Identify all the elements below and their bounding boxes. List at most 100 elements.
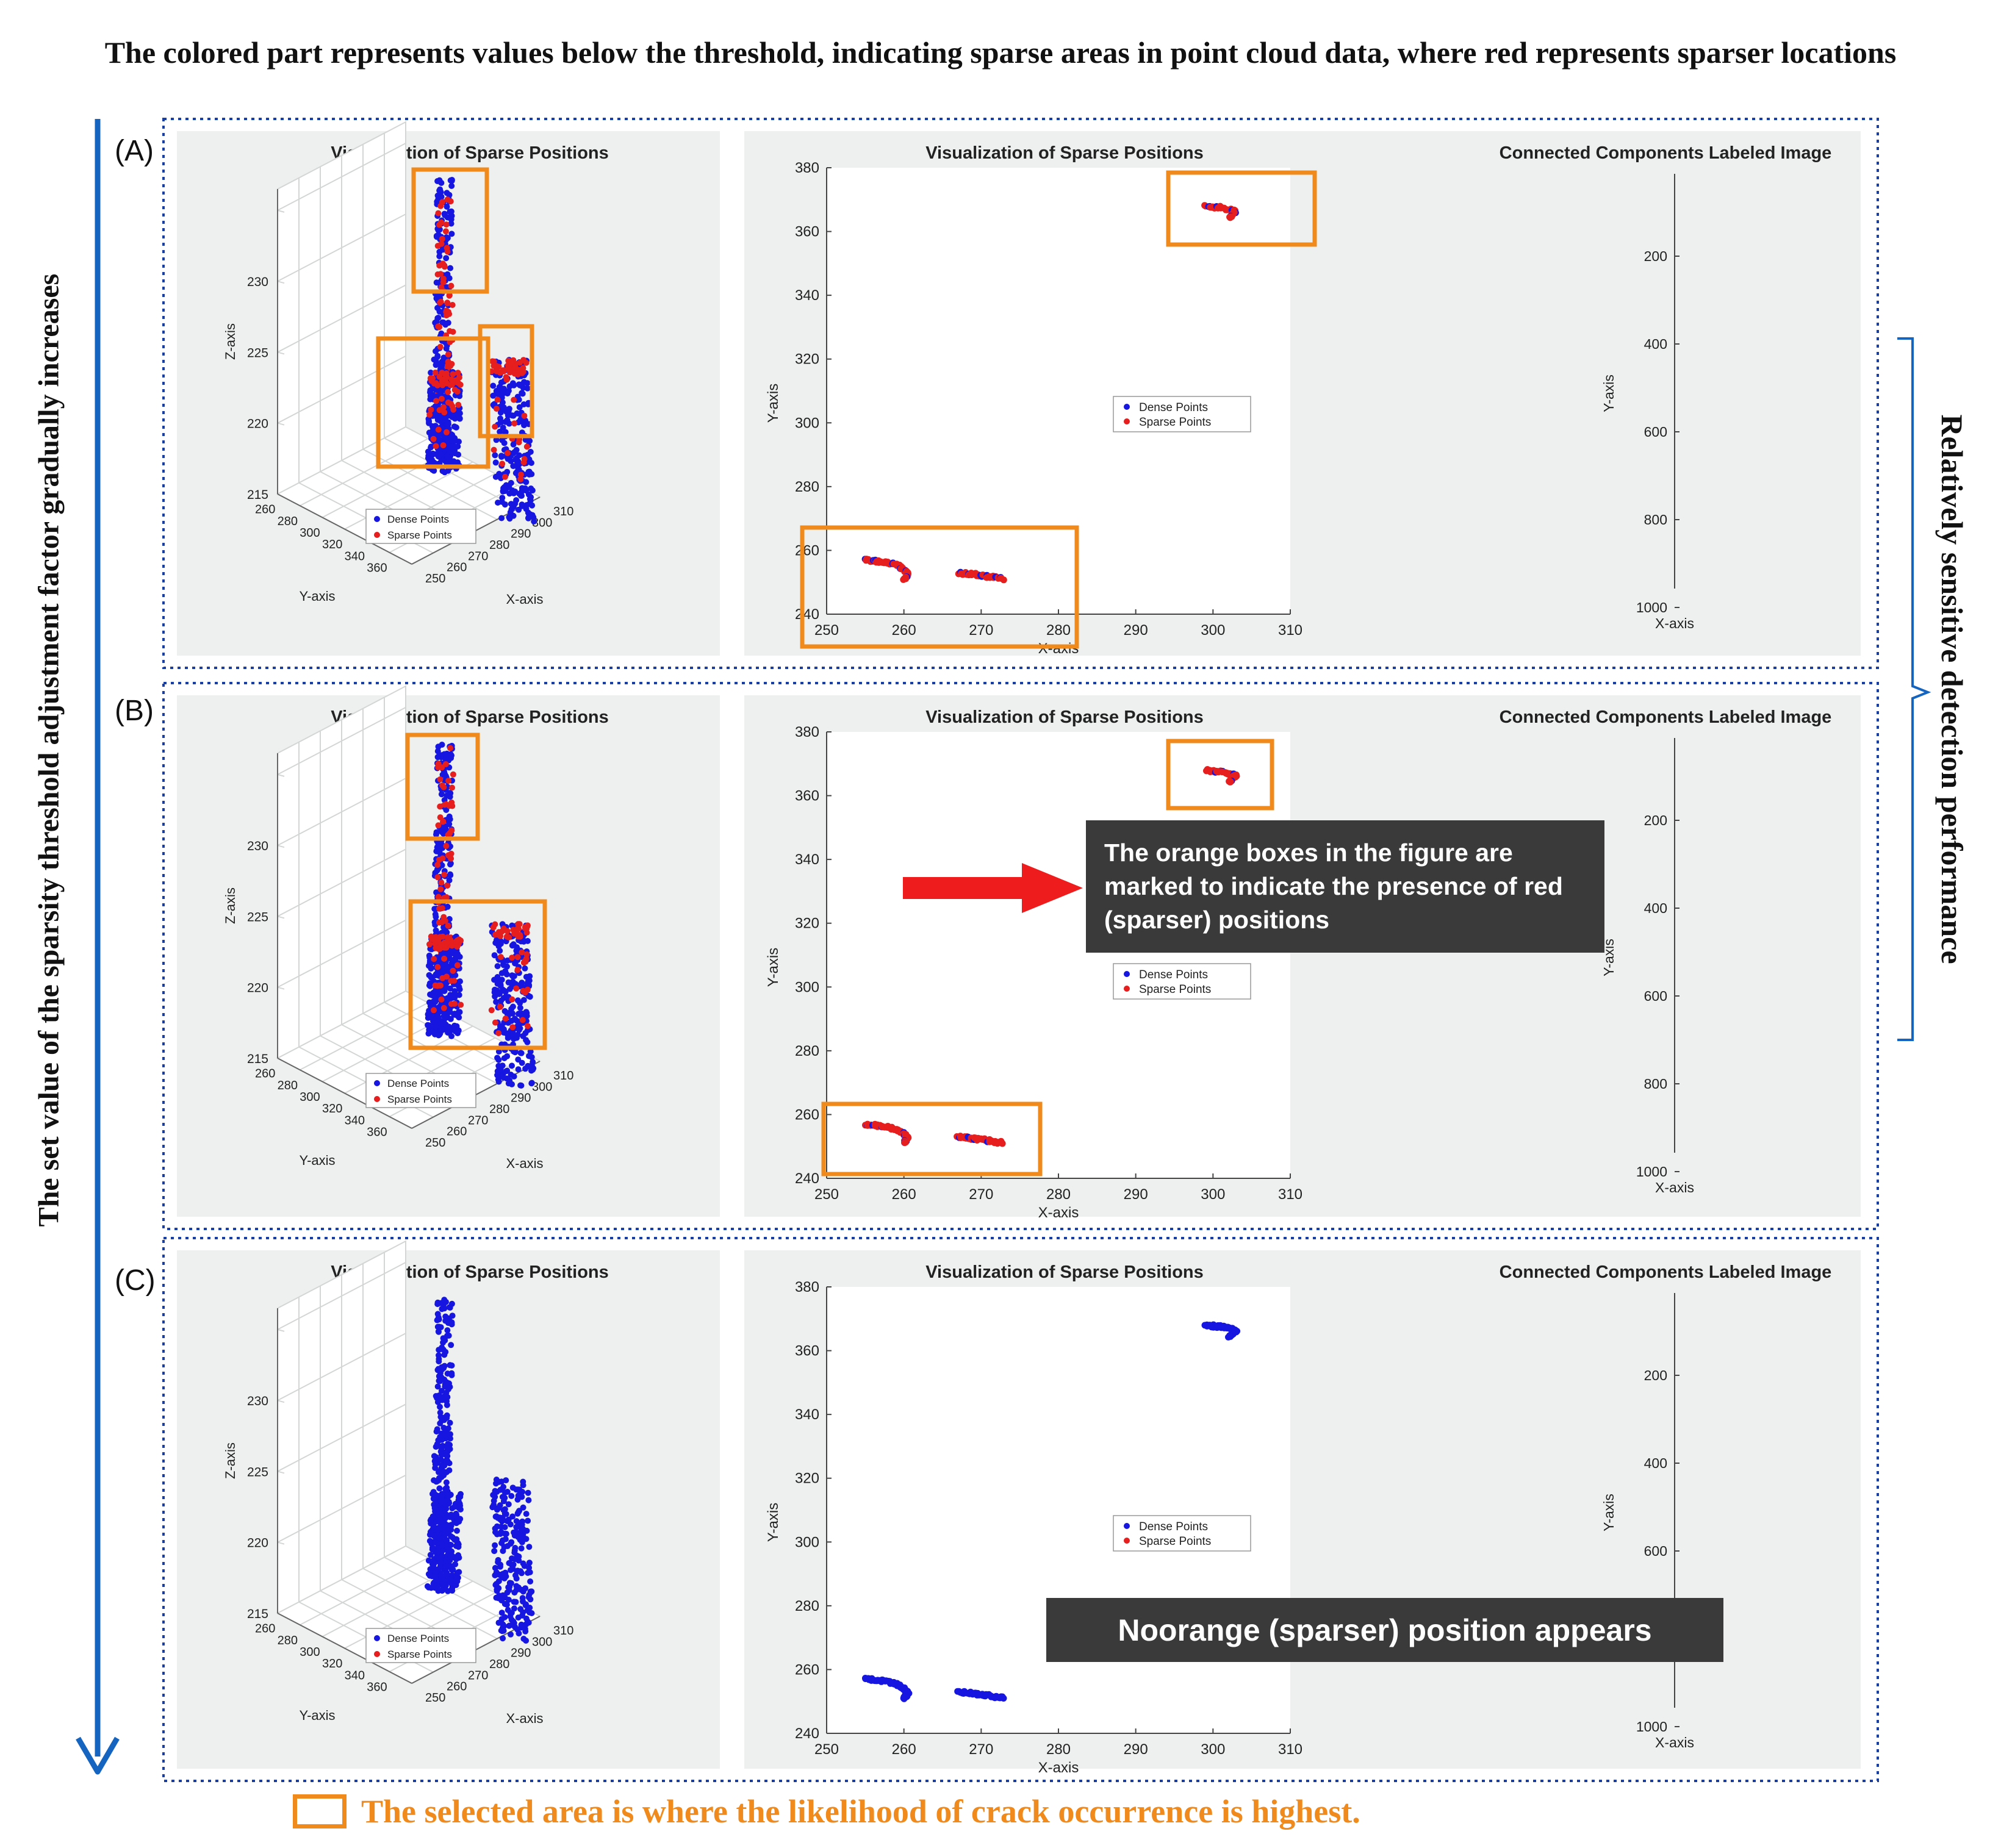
sparse-point xyxy=(900,576,907,583)
scatter3d-legend: Dense Points Sparse Points xyxy=(365,1628,476,1663)
x-tick-label: 310 xyxy=(1278,1186,1302,1203)
legend-dense-marker xyxy=(1124,404,1130,410)
y-axis-label: Y-axis xyxy=(299,589,335,604)
dense-point xyxy=(455,1544,462,1550)
x-tick-label: 260 xyxy=(892,622,916,639)
dense-point xyxy=(444,203,450,210)
back-grid-line xyxy=(277,919,406,988)
dense-point xyxy=(501,987,508,994)
dense-point xyxy=(452,1561,459,1567)
legend-dense-marker xyxy=(374,1080,380,1086)
x-tick-label: 300 xyxy=(1201,1186,1225,1203)
dense-point xyxy=(506,490,513,497)
sparse-point xyxy=(901,1139,908,1147)
sparse-point xyxy=(446,292,453,299)
sparse-point xyxy=(431,1007,437,1014)
x-tick-label: 270 xyxy=(468,1114,488,1127)
legend-sparse-label: Sparse Points xyxy=(1139,1535,1211,1548)
dense-point xyxy=(433,348,439,354)
labeled-y-tick-label: 600 xyxy=(1644,424,1667,440)
sparse-point xyxy=(434,964,441,970)
sparse-point xyxy=(435,210,442,217)
dense-point xyxy=(433,829,440,836)
legend-frame xyxy=(1113,963,1251,1000)
x-tick-label: 270 xyxy=(969,1741,993,1758)
dense-point xyxy=(506,514,512,520)
dense-point xyxy=(500,1074,507,1081)
dense-point xyxy=(443,1479,450,1486)
scatter2d-title: Visualization of Sparse Positions xyxy=(925,1262,1204,1282)
dense-point xyxy=(428,443,434,450)
scatter3d-grid xyxy=(276,121,542,565)
sparse-point xyxy=(447,382,454,389)
dense-point xyxy=(425,1022,431,1028)
dense-point xyxy=(443,255,450,262)
dense-point xyxy=(446,1546,453,1553)
dense-point xyxy=(447,177,454,184)
x-tick-label: 300 xyxy=(1201,1741,1225,1758)
sparse-point xyxy=(511,930,517,937)
dense-point xyxy=(517,1000,523,1006)
dense-point xyxy=(441,1463,448,1469)
y-axis-line xyxy=(277,1058,412,1129)
dense-point xyxy=(504,1589,511,1596)
dense-point xyxy=(1000,1695,1007,1702)
dense-point xyxy=(522,1625,528,1632)
dense-point xyxy=(433,232,440,239)
dense-point xyxy=(429,457,435,464)
legend-frame xyxy=(365,1073,476,1108)
sparse-point xyxy=(439,199,445,206)
dense-point xyxy=(444,190,450,196)
x-tick-label: 260 xyxy=(892,1741,916,1758)
dense-point xyxy=(444,1484,450,1491)
x-tick-label: 290 xyxy=(1124,622,1148,639)
panel-tag-c: (C) xyxy=(115,1264,156,1297)
dense-point xyxy=(509,1513,516,1520)
dense-point xyxy=(437,361,444,368)
sparse-point xyxy=(492,921,498,928)
dense-point xyxy=(426,952,433,959)
dense-point xyxy=(493,437,500,443)
sparse-point xyxy=(509,1024,516,1031)
sparse-point xyxy=(435,936,442,942)
dense-point xyxy=(437,1403,443,1410)
sparse-point xyxy=(492,1019,498,1026)
callout-orange-boxes: The orange boxes in the figure are marke… xyxy=(1086,820,1604,953)
y-tick-label: 340 xyxy=(795,287,819,304)
dense-point xyxy=(433,295,440,302)
labeled-x-axis-label: X-axis xyxy=(1655,1180,1694,1195)
floor-grid-line xyxy=(300,1002,429,1071)
sparse-point xyxy=(493,363,500,369)
sparse-point xyxy=(430,435,437,442)
dense-point xyxy=(527,1048,534,1055)
sparse-point xyxy=(511,396,517,403)
back-grid-line xyxy=(277,778,406,847)
dense-point xyxy=(528,485,534,492)
dense-point xyxy=(429,1544,436,1551)
dense-point xyxy=(506,1077,513,1084)
dense-point xyxy=(526,437,533,444)
dense-point xyxy=(514,1496,521,1503)
dense-point xyxy=(436,1469,442,1475)
y-tick-label: 280 xyxy=(795,1043,819,1059)
dense-point xyxy=(432,1461,439,1467)
sparse-point xyxy=(436,982,442,989)
z-tick-label: 230 xyxy=(247,839,268,853)
footer-legend: The selected area is where the likelihoo… xyxy=(293,1787,1360,1836)
dense-point xyxy=(498,1524,505,1530)
sparse-point xyxy=(519,1017,526,1023)
sparse-point xyxy=(435,323,442,330)
x-tick-label: 310 xyxy=(553,1069,573,1083)
dense-point xyxy=(500,1548,506,1554)
sparse-point xyxy=(444,429,450,435)
dense-point xyxy=(426,980,433,987)
sparse-point xyxy=(428,406,434,413)
legend-dense-marker xyxy=(374,1635,380,1641)
z-tick-label: 215 xyxy=(247,1052,268,1066)
dense-point xyxy=(439,1536,445,1542)
dense-point xyxy=(516,506,522,513)
legend-frame xyxy=(1113,1515,1251,1552)
dense-point xyxy=(517,1005,523,1011)
dense-point xyxy=(512,489,519,495)
x-tick-label: 300 xyxy=(532,1080,552,1094)
